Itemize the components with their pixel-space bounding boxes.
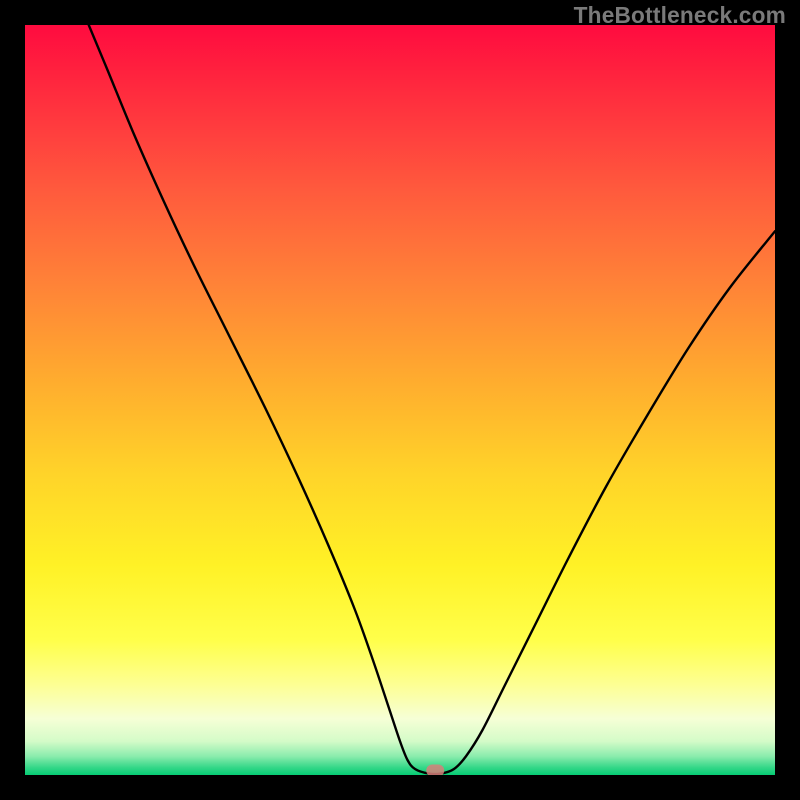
- plot-gradient-background: [25, 25, 775, 775]
- chart-container: TheBottleneck.com: [0, 0, 800, 800]
- optimum-marker: [426, 765, 444, 777]
- watermark-text: TheBottleneck.com: [574, 2, 786, 29]
- bottleneck-chart: [0, 0, 800, 800]
